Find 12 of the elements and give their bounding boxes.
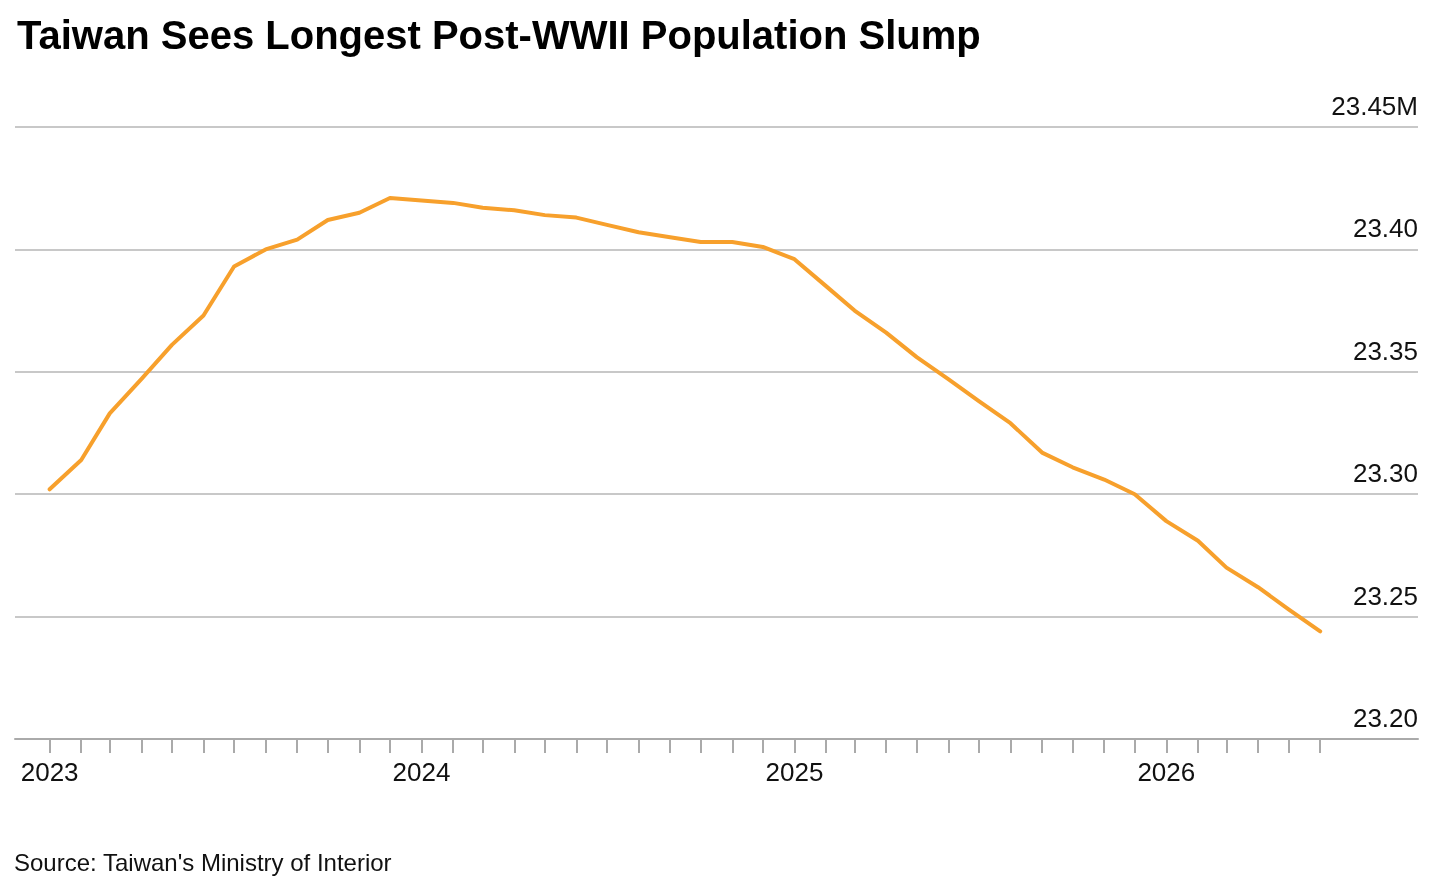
y-tick-label: 23.35 [1352,335,1418,366]
y-tick-label: 23.40 [1352,213,1418,244]
y-tick-label: 23.45M [1331,91,1418,121]
x-tick-label: 2026 [1137,757,1196,787]
x-tick-label: 2023 [20,757,79,787]
y-tick-label: 23.30 [1352,458,1418,489]
x-tick-label: 2025 [765,757,824,787]
chart-title: Taiwan Sees Longest Post-WWII Population Slump [17,13,981,57]
y-tick-label: 23.25 [1352,580,1418,611]
source-note: Source: Taiwan's Ministry of Interior [14,848,392,876]
x-tick-label: 2024 [392,757,451,787]
y-tick-label: 23.20 [1352,703,1418,733]
